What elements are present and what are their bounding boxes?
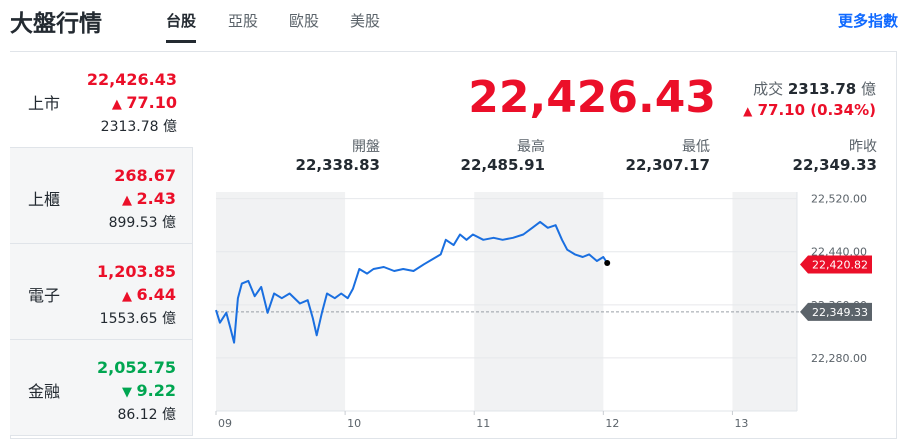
index-change: ▲ 2.43: [122, 189, 176, 208]
stat-label: 最高: [517, 139, 545, 155]
y-tick-label: 22,280.00: [811, 352, 867, 365]
index-name: 金融: [28, 382, 61, 401]
stat-label: 昨收: [849, 139, 877, 155]
index-volume: 1553.65 億: [99, 311, 176, 327]
index-name: 上市: [28, 94, 61, 113]
price-tag: [800, 255, 872, 274]
change-arrow: ▲: [121, 193, 137, 208]
volume-value: 2313.78: [787, 80, 857, 98]
index-price: 1,203.85: [97, 262, 176, 281]
volume-label: 成交: [753, 80, 784, 98]
quote-price: 22,426.43: [468, 72, 716, 123]
tab[interactable]: 台股: [166, 10, 197, 43]
x-tick-label: 09: [218, 417, 232, 430]
index-row[interactable]: 上櫃 268.67 ▲ 2.43 899.53 億: [10, 148, 193, 244]
stat-label: 開盤: [352, 139, 380, 155]
tab[interactable]: 歐股: [289, 12, 320, 30]
change-arrow: ▲: [121, 289, 137, 304]
change-value: 2.43: [136, 189, 176, 208]
more-indices-link[interactable]: 更多指數: [837, 12, 898, 30]
price-tag-label: 22,420.82: [812, 258, 868, 271]
index-change: ▲ 6.44: [122, 285, 176, 304]
session-band: [732, 192, 797, 411]
stat-label: 最低: [682, 139, 710, 155]
index-volume: 86.12 億: [117, 407, 176, 423]
stat-value: 22,338.83: [295, 156, 380, 174]
page-title: 大盤行情: [10, 11, 102, 37]
last-point: [604, 260, 611, 267]
x-tick-label: 10: [347, 417, 361, 430]
price-tag: [800, 302, 872, 321]
index-volume: 899.53 億: [108, 215, 176, 231]
change-value: 9.22: [136, 381, 176, 400]
price-tag-label: 22,349.33: [812, 306, 868, 319]
index-row[interactable]: 金融 2,052.75 ▼ 9.22 86.12 億: [10, 340, 193, 436]
index-change: ▲ 77.10: [112, 93, 177, 112]
change-value: 77.10 (0.34%): [757, 101, 876, 119]
index-row[interactable]: 上市 22,426.43 ▲ 77.10 2313.78 億: [10, 52, 193, 148]
index-volume: 2313.78 億: [100, 119, 177, 135]
price-line: [215, 220, 609, 344]
volume-unit: 億: [860, 80, 876, 98]
quote-volume: 成交 2313.78 億: [753, 78, 876, 99]
index-price: 2,052.75: [97, 358, 176, 377]
change-value: 77.10: [126, 93, 177, 112]
session-band: [474, 192, 604, 411]
stat-value: 22,485.91: [460, 156, 545, 174]
tab[interactable]: 亞股: [228, 12, 259, 30]
index-name: 電子: [28, 286, 61, 305]
change-arrow: ▲: [743, 104, 753, 118]
index-change: ▼ 9.22: [122, 381, 176, 400]
index-row[interactable]: 電子 1,203.85 ▲ 6.44 1553.65 億: [10, 244, 193, 340]
x-tick-label: 13: [734, 417, 748, 430]
stat-value: 22,307.17: [625, 156, 710, 174]
quote-change: ▲ 77.10 (0.34%): [743, 101, 876, 119]
tab[interactable]: 美股: [350, 12, 381, 30]
index-price: 268.67: [114, 166, 176, 185]
y-tick-label: 22,520.00: [811, 193, 867, 206]
index-price: 22,426.43: [86, 70, 177, 89]
change-arrow: ▼: [121, 385, 137, 400]
change-value: 6.44: [136, 285, 176, 304]
x-tick-label: 11: [476, 417, 490, 430]
stat-value: 22,349.33: [792, 156, 877, 174]
change-arrow: ▲: [111, 97, 127, 112]
x-tick-label: 12: [605, 417, 619, 430]
index-name: 上櫃: [28, 190, 61, 209]
